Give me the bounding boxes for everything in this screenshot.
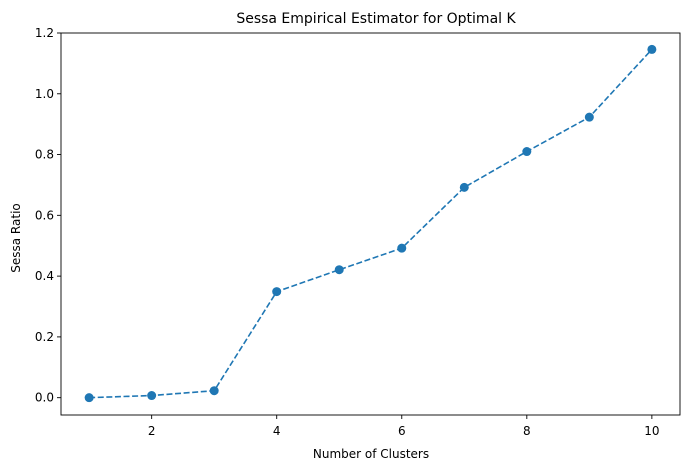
x-tick-label: 6 (398, 424, 406, 438)
y-tick-label: 0.6 (35, 208, 54, 222)
data-point (397, 243, 407, 253)
y-tick-label: 1.0 (35, 87, 54, 101)
data-point (522, 147, 532, 157)
x-tick-label: 8 (523, 424, 531, 438)
x-tick-label: 2 (148, 424, 156, 438)
data-point (334, 265, 344, 275)
x-tick-label: 10 (644, 424, 659, 438)
x-tick-label: 4 (273, 424, 281, 438)
y-tick-label: 0.8 (35, 148, 54, 162)
x-axis-label: Number of Clusters (313, 447, 429, 461)
data-point (584, 112, 594, 122)
plot-frame (60, 32, 681, 416)
data-point (647, 44, 657, 54)
plot-area: 2 4 6 8 10 0.0 0.2 0.4 0.6 0.8 1.0 1.2 (35, 26, 681, 438)
y-tick-label: 0.0 (35, 391, 54, 405)
y-tick-label: 0.2 (35, 330, 54, 344)
data-point (84, 393, 94, 403)
data-point (459, 182, 469, 192)
chart-title: Sessa Empirical Estimator for Optimal K (236, 11, 516, 27)
series-line (89, 48, 653, 399)
y-tick-label: 0.4 (35, 269, 54, 283)
data-point (209, 386, 219, 396)
data-point (272, 287, 282, 297)
y-tick-label: 1.2 (35, 26, 54, 40)
data-point (147, 391, 157, 401)
y-axis-label: Sessa Ratio (9, 203, 23, 272)
